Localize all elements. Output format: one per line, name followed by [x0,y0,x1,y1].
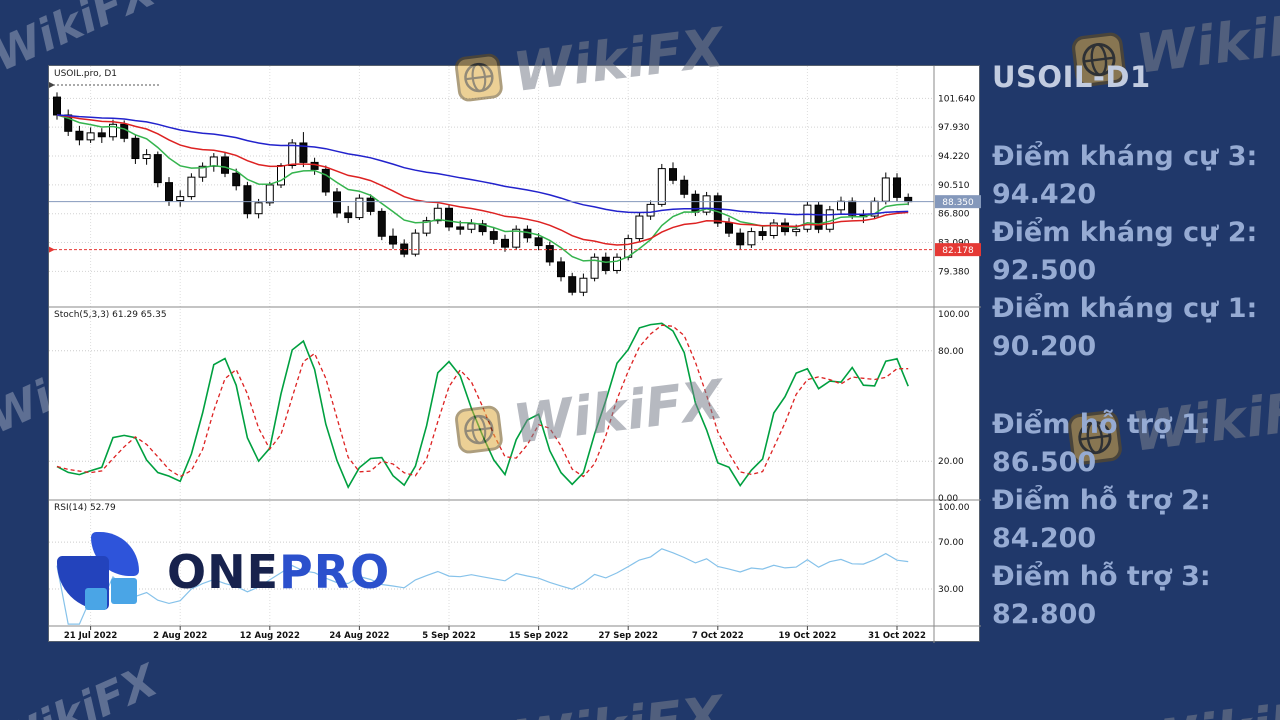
svg-text:97.930: 97.930 [938,123,970,133]
logo-square-shape [111,578,137,604]
wikifx-watermark: WikiFX [452,684,727,720]
rsi-indicator-label: RSI(14) 52.79 [54,503,116,513]
level-label: Điểm kháng cự 2: [992,217,1258,248]
svg-text:31 Oct 2022: 31 Oct 2022 [868,631,926,641]
date-axis: 21 Jul 2022 2 Aug 2022 12 Aug 2022 24 Aug 2… [64,626,926,641]
stochastic-lines [56,322,909,490]
svg-text:7 Oct 2022: 7 Oct 2022 [692,631,744,641]
resistance-level-2: Điểm kháng cự 2: 92.500 [992,214,1280,290]
wikifx-watermark: WikiFX [0,655,165,720]
level-label: Điểm hỗ trợ 1: [992,409,1211,440]
onepro-logo-text: ONE PRO [167,545,390,599]
logo-square-shape [85,588,107,610]
level-value: 92.500 [992,255,1097,286]
logo-text-one: ONE [167,545,280,599]
level-label: Điểm hỗ trợ 2: [992,485,1211,516]
svg-text:20.00: 20.00 [938,457,964,467]
svg-text:82.178: 82.178 [942,246,974,256]
support-level-3: Điểm hỗ trợ 3: 82.800 [992,558,1280,634]
svg-text:24 Aug 2022: 24 Aug 2022 [329,631,389,641]
level-value: 84.200 [992,523,1097,554]
level-label: Điểm kháng cự 1: [992,293,1258,324]
moving-average-lines [56,114,909,263]
svg-text:21 Jul 2022: 21 Jul 2022 [64,631,118,641]
grid [49,66,934,626]
svg-text:5 Sep 2022: 5 Sep 2022 [422,631,476,641]
level-value: 94.420 [992,179,1097,210]
svg-text:0.00: 0.00 [938,494,958,504]
levels-sidebar: USOIL-D1 Điểm kháng cự 3: 94.420 Điểm kh… [992,60,1280,634]
svg-text:12 Aug 2022: 12 Aug 2022 [240,631,300,641]
stochastic-indicator-label: Stoch(5,3,3) 61.29 65.35 [54,310,167,320]
logo-text-pro: PRO [279,545,391,599]
support-level-2: Điểm hỗ trợ 2: 84.200 [992,482,1280,558]
level-value: 82.800 [992,599,1097,630]
svg-text:19 Oct 2022: 19 Oct 2022 [779,631,837,641]
support-level-1: Điểm hỗ trợ 1: 86.500 [992,406,1280,482]
svg-text:80.00: 80.00 [938,347,964,357]
level-label: Điểm kháng cự 3: [992,141,1258,172]
onepro-logo: ONE PRO [57,532,390,612]
svg-text:88.350: 88.350 [942,198,974,208]
svg-text:101.640: 101.640 [938,94,975,104]
svg-text:79.380: 79.380 [938,267,970,277]
price-level-lines [49,82,934,253]
price-badges: 88.350 82.178 [935,195,981,257]
svg-text:100.00: 100.00 [938,310,970,320]
wikifx-watermark: WikiFX [1077,686,1280,720]
level-value: 90.200 [992,331,1097,362]
svg-text:94.220: 94.220 [938,152,970,162]
wikifx-watermark-text: WikiFX [510,684,727,720]
pair-title: USOIL-D1 [992,60,1151,94]
svg-text:70.00: 70.00 [938,538,964,548]
candlesticks [53,92,913,297]
svg-text:90.510: 90.510 [938,181,970,191]
svg-text:86.800: 86.800 [938,210,970,220]
trading-chart-panel: 101.64097.93094.22090.51086.80083.09079.… [48,65,981,643]
resistance-level-1: Điểm kháng cự 1: 90.200 [992,290,1280,366]
onepro-logo-mark-icon [57,532,153,612]
svg-text:2 Aug 2022: 2 Aug 2022 [153,631,207,641]
wikifx-watermark-text: WikiFX [0,655,165,720]
wikifx-watermark-text: WikiFX [1135,686,1280,720]
svg-text:27 Sep 2022: 27 Sep 2022 [599,631,658,641]
resistance-level-3: Điểm kháng cự 3: 94.420 [992,138,1280,214]
level-label: Điểm hỗ trợ 3: [992,561,1211,592]
svg-text:100.00: 100.00 [938,503,970,513]
axes: 101.64097.93094.22090.51086.80083.09079.… [49,66,981,643]
rsi-line [56,548,909,625]
level-value: 86.500 [992,447,1097,478]
sidebar-spacer [992,366,1280,406]
symbol-timeframe-label: USOIL.pro, D1 [54,69,118,79]
svg-text:30.00: 30.00 [938,585,964,595]
svg-text:15 Sep 2022: 15 Sep 2022 [509,631,568,641]
